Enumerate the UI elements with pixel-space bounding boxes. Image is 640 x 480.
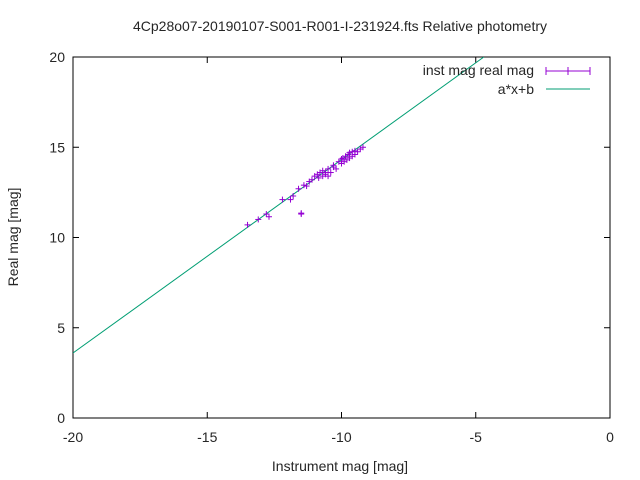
data-point xyxy=(263,211,270,218)
data-point xyxy=(359,144,366,151)
y-axis: 0 5 10 15 20 xyxy=(49,49,610,426)
data-point xyxy=(308,176,315,183)
fit-line xyxy=(73,57,485,354)
x-tick-label: -10 xyxy=(331,429,351,445)
x-axis-label: Instrument mag [mag] xyxy=(272,458,408,474)
data-point xyxy=(290,192,297,199)
data-point xyxy=(287,196,294,203)
data-points-group xyxy=(244,144,366,228)
data-point xyxy=(300,182,307,189)
x-axis: -20 -15 -10 -5 0 xyxy=(63,57,614,445)
data-point xyxy=(351,147,358,154)
x-tick-label: 0 xyxy=(606,429,614,445)
y-tick-label: 10 xyxy=(49,230,65,246)
data-point xyxy=(279,196,286,203)
plot-frame xyxy=(72,56,611,419)
data-point xyxy=(325,165,332,172)
y-tick-label: 0 xyxy=(57,410,65,426)
legend-label-points: inst mag real mag xyxy=(423,62,534,78)
legend-label-fit: a*x+b xyxy=(498,81,534,97)
data-point xyxy=(346,149,353,156)
y-tick-label: 15 xyxy=(49,139,65,155)
data-point xyxy=(349,148,356,155)
data-point xyxy=(295,185,302,192)
y-axis-label: Real mag [mag] xyxy=(5,188,21,287)
data-point xyxy=(338,155,345,162)
y-tick-label: 20 xyxy=(49,49,65,65)
data-point xyxy=(322,169,329,176)
fit-line-group xyxy=(73,57,485,354)
data-point xyxy=(325,173,332,180)
data-point xyxy=(303,183,310,190)
data-point xyxy=(315,174,322,181)
y-tick-label: 5 xyxy=(57,320,65,336)
data-point xyxy=(330,162,337,169)
x-tick-label: -5 xyxy=(470,429,483,445)
data-point xyxy=(327,169,334,176)
legend-sample-points xyxy=(545,67,591,75)
x-tick-label: -15 xyxy=(197,429,217,445)
x-tick-label: -20 xyxy=(63,429,83,445)
data-point xyxy=(333,165,340,172)
data-point xyxy=(298,211,305,218)
legend: inst mag real mag a*x+b xyxy=(423,62,591,97)
data-point xyxy=(244,221,251,228)
data-point xyxy=(354,148,361,155)
chart-title: 4Cp28o07-20190107-S001-R001-I-231924.fts… xyxy=(133,18,547,34)
data-point xyxy=(255,216,262,223)
data-point xyxy=(266,213,273,220)
